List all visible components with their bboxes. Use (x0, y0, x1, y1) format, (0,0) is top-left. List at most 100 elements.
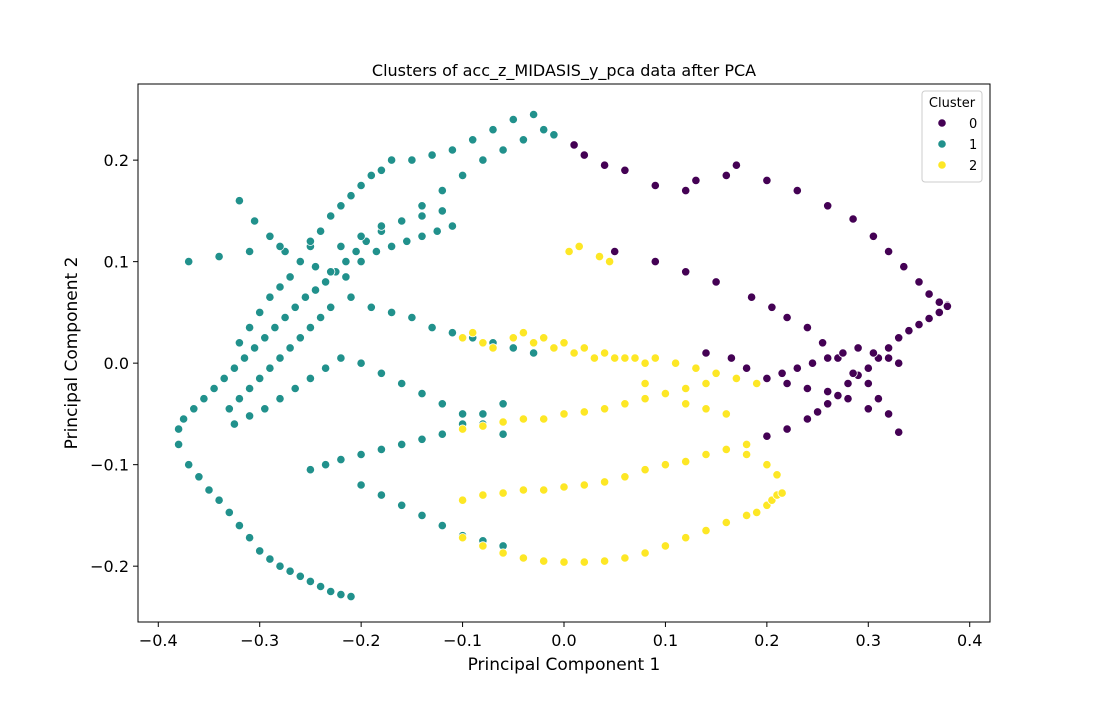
data-point-cluster-0 (914, 277, 924, 287)
data-point-cluster-2 (589, 353, 600, 363)
data-point-cluster-1 (417, 510, 427, 521)
data-point-cluster-0 (726, 353, 737, 363)
data-point-cluster-2 (559, 409, 569, 419)
data-point-cluster-2 (599, 477, 610, 487)
data-point-cluster-1 (366, 170, 376, 180)
data-point-cluster-1 (310, 285, 321, 295)
data-point-cluster-0 (681, 186, 691, 196)
data-point-cluster-1 (285, 566, 295, 576)
data-point-cluster-1 (488, 125, 498, 135)
data-point-cluster-2 (752, 507, 762, 518)
data-point-cluster-2 (574, 241, 584, 251)
data-point-cluster-2 (498, 488, 508, 498)
data-point-cluster-1 (336, 454, 346, 465)
data-point-cluster-1 (265, 231, 275, 241)
data-point-cluster-1 (260, 333, 270, 343)
y-tick-label: −0.1 (90, 456, 129, 475)
data-point-cluster-0 (782, 378, 792, 389)
data-point-cluster-1 (478, 409, 488, 419)
data-point-cluster-2 (752, 378, 762, 389)
data-point-cluster-0 (599, 160, 610, 170)
data-point-cluster-1 (245, 322, 255, 333)
data-point-cluster-1 (265, 554, 275, 564)
data-point-cluster-2 (478, 421, 488, 431)
data-point-cluster-2 (478, 490, 488, 500)
data-point-cluster-2 (457, 333, 468, 343)
data-point-cluster-0 (843, 394, 853, 404)
data-point-cluster-0 (746, 292, 757, 302)
data-point-cluster-1 (528, 109, 539, 120)
data-point-cluster-1 (285, 272, 295, 282)
data-point-cluster-0 (777, 368, 787, 378)
data-point-cluster-2 (564, 246, 574, 257)
data-point-cluster-1 (397, 378, 407, 389)
data-point-cluster-1 (326, 586, 336, 597)
data-point-cluster-0 (802, 322, 813, 333)
data-point-cluster-1 (397, 500, 407, 510)
data-point-cluster-0 (894, 358, 904, 368)
data-point-cluster-1 (234, 196, 244, 206)
data-point-cluster-2 (539, 485, 549, 495)
data-point-cluster-0 (838, 348, 848, 358)
x-tick-label: −0.3 (240, 631, 279, 650)
legend-label-0: 0 (969, 117, 977, 132)
data-point-cluster-1 (498, 145, 508, 155)
data-point-cluster-2 (468, 328, 478, 338)
data-point-cluster-1 (315, 581, 326, 592)
data-point-cluster-1 (174, 439, 184, 449)
data-point-cluster-2 (518, 414, 529, 424)
data-point-cluster-2 (681, 533, 691, 543)
data-point-cluster-1 (245, 246, 255, 257)
data-point-cluster-0 (823, 201, 833, 211)
data-point-cluster-0 (762, 431, 772, 441)
data-point-cluster-0 (914, 319, 924, 330)
data-point-cluster-0 (711, 277, 721, 287)
data-point-cluster-0 (843, 378, 853, 389)
data-point-cluster-0 (802, 383, 813, 394)
data-point-cluster-0 (802, 414, 813, 424)
data-point-cluster-0 (883, 246, 894, 257)
data-point-cluster-1 (255, 546, 265, 556)
data-point-cluster-2 (620, 553, 630, 563)
data-point-cluster-1 (447, 328, 457, 338)
x-tick-label: −0.2 (342, 631, 381, 650)
data-point-cluster-2 (701, 525, 711, 536)
data-point-cluster-0 (569, 140, 579, 150)
data-point-cluster-1 (184, 256, 194, 267)
data-point-cluster-2 (599, 348, 610, 358)
legend-marker-2 (937, 160, 947, 170)
data-point-cluster-1 (320, 277, 331, 287)
data-point-cluster-0 (873, 394, 884, 404)
data-point-cluster-1 (498, 399, 508, 409)
data-point-cluster-1 (239, 353, 250, 363)
data-point-cluster-2 (579, 343, 589, 353)
data-point-cluster-0 (610, 246, 620, 257)
data-point-cluster-1 (255, 373, 265, 383)
data-point-cluster-0 (894, 333, 904, 343)
data-point-cluster-2 (640, 378, 650, 389)
data-point-cluster-0 (721, 170, 731, 180)
data-point-cluster-1 (457, 409, 468, 419)
data-point-cluster-0 (812, 407, 823, 417)
data-point-cluster-1 (305, 236, 315, 246)
data-point-cluster-2 (559, 557, 569, 567)
data-point-cluster-1 (539, 125, 549, 135)
data-points (174, 109, 953, 602)
data-point-cluster-1 (290, 383, 300, 394)
data-point-cluster-1 (346, 591, 356, 602)
data-point-cluster-1 (336, 241, 346, 251)
data-point-cluster-0 (868, 231, 879, 241)
data-point-cluster-1 (376, 221, 386, 231)
data-point-cluster-2 (691, 363, 701, 373)
data-point-cluster-1 (437, 206, 447, 216)
data-point-cluster-1 (356, 231, 366, 241)
data-point-cluster-2 (478, 338, 488, 348)
chart-title: Clusters of acc_z_MIDASIS_y_pca data aft… (372, 61, 756, 81)
y-tick-label: −0.2 (90, 557, 129, 576)
data-point-cluster-0 (650, 256, 660, 267)
data-point-cluster-0 (924, 313, 934, 324)
legend-box (921, 90, 983, 183)
x-axis-ticks: −0.4 −0.3 −0.2 −0.1 0.0 0.1 0.2 0.3 0.4 (139, 622, 982, 650)
x-tick-label: 0.0 (551, 631, 576, 650)
